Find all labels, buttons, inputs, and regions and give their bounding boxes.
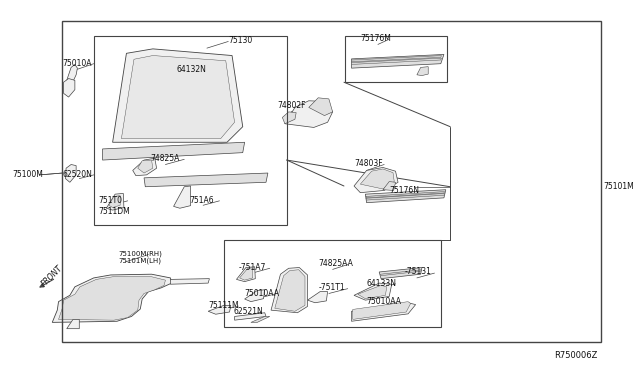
Text: R750006Z: R750006Z [554,351,597,360]
Polygon shape [354,167,398,193]
Text: 75111M: 75111M [208,301,239,310]
Polygon shape [351,54,444,68]
Text: 75130: 75130 [228,36,253,45]
Text: -751A7: -751A7 [238,263,266,272]
Text: 64132N: 64132N [177,65,207,74]
Polygon shape [360,169,394,189]
Polygon shape [379,267,422,279]
Text: 75010AA: 75010AA [244,289,280,298]
Polygon shape [239,268,253,280]
Polygon shape [353,302,411,320]
Polygon shape [351,303,415,321]
Polygon shape [417,67,428,76]
Polygon shape [236,267,255,282]
Polygon shape [308,98,333,116]
Polygon shape [251,317,270,323]
Text: 75176N: 75176N [389,186,419,195]
Polygon shape [122,55,235,138]
Polygon shape [383,182,396,190]
Text: 75010AA: 75010AA [367,297,401,306]
Text: 75100M(RH): 75100M(RH) [119,250,163,257]
Text: 74825AA: 74825AA [318,259,353,268]
Polygon shape [144,173,268,187]
Polygon shape [366,193,445,200]
Polygon shape [173,186,191,208]
Polygon shape [365,190,446,203]
Polygon shape [275,270,305,311]
Polygon shape [67,320,79,329]
Bar [345,36,447,82]
Polygon shape [67,64,77,83]
Text: 75100M: 75100M [12,170,43,179]
Text: 74825A: 74825A [150,154,180,163]
Polygon shape [109,196,120,208]
Polygon shape [63,78,75,97]
Polygon shape [132,158,157,176]
Polygon shape [208,305,231,314]
Polygon shape [271,267,307,313]
Text: -75131: -75131 [404,267,431,276]
Text: 74802F: 74802F [277,101,306,110]
Polygon shape [52,274,172,323]
Text: 751A6: 751A6 [189,196,214,205]
Polygon shape [58,276,165,320]
Text: 64133N: 64133N [367,279,397,288]
Bar [93,36,287,225]
Polygon shape [307,292,328,303]
Text: 74803F: 74803F [354,159,383,168]
Text: 75176M: 75176M [360,34,391,43]
Polygon shape [170,279,209,284]
Text: -751T1: -751T1 [318,283,345,292]
Text: 62521N: 62521N [234,307,263,316]
Polygon shape [65,164,76,182]
Polygon shape [351,55,442,62]
Polygon shape [351,58,442,64]
Text: 75010A: 75010A [62,59,92,68]
Polygon shape [380,270,421,276]
Text: 7511DM: 7511DM [98,208,130,217]
Text: 751T0: 751T0 [98,196,122,205]
Polygon shape [102,142,244,160]
Bar [224,240,441,327]
Text: 62520N: 62520N [62,170,92,179]
Polygon shape [138,160,153,173]
Polygon shape [113,49,243,142]
Text: FRONT: FRONT [40,263,65,288]
Text: 75101M: 75101M [603,182,634,191]
Polygon shape [244,290,265,302]
Polygon shape [282,112,296,124]
Polygon shape [366,192,445,198]
Polygon shape [285,101,333,128]
Text: 75101M(LH): 75101M(LH) [119,258,162,264]
Polygon shape [358,285,387,299]
Polygon shape [235,313,266,320]
Polygon shape [106,193,124,210]
Bar [62,21,601,341]
Polygon shape [354,283,392,300]
